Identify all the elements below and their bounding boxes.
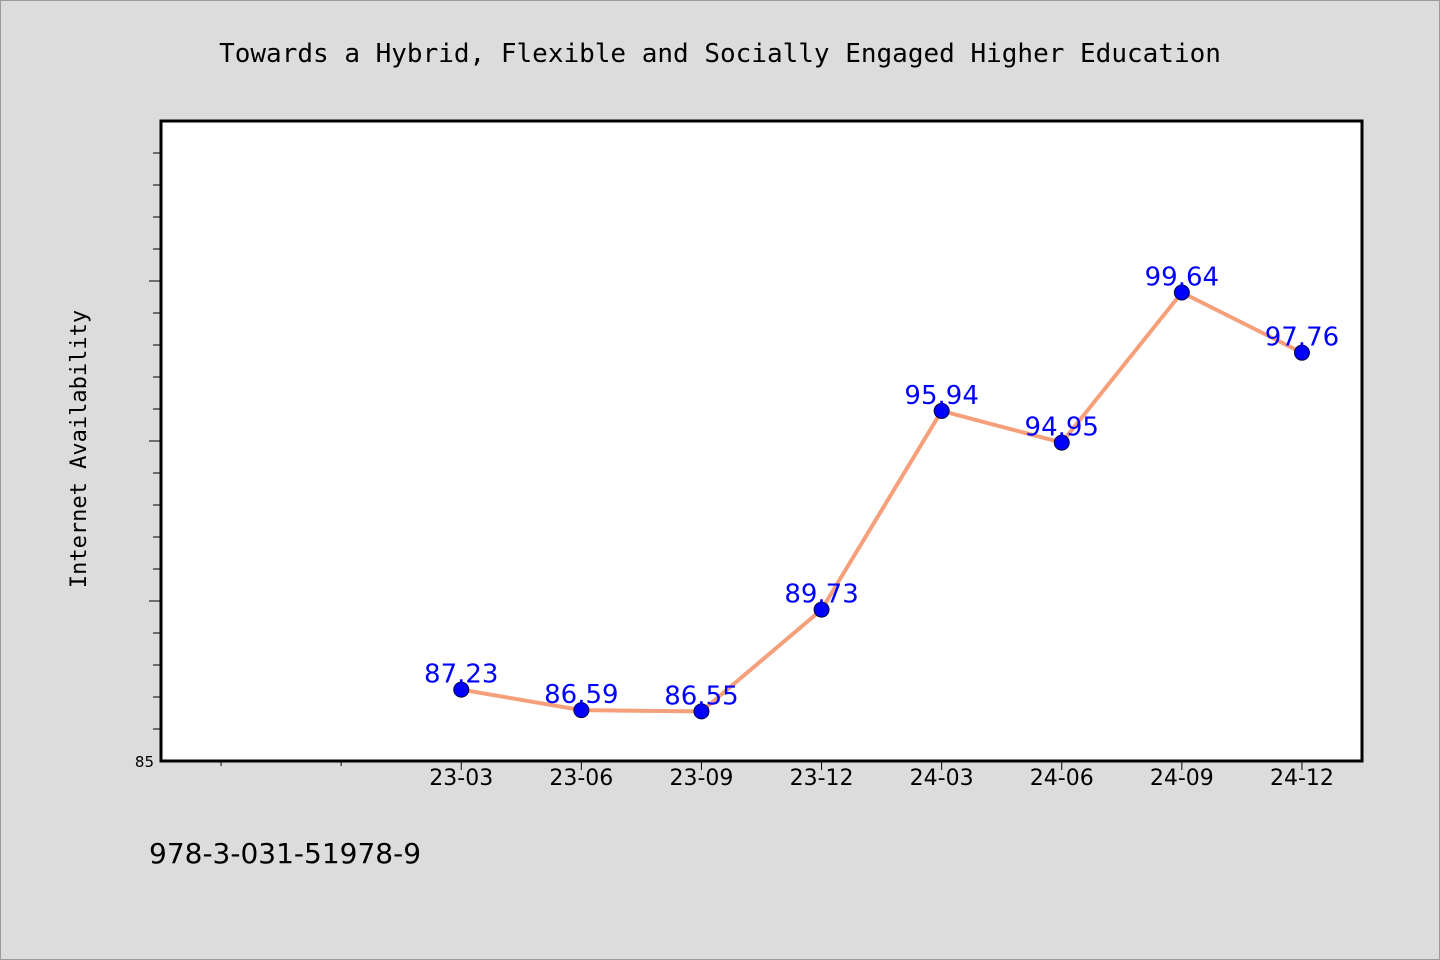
x-tick-label: 24-06 <box>1030 766 1094 791</box>
footer-isbn: 978-3-031-51978-9 <box>149 837 421 870</box>
series-line <box>460 290 1303 714</box>
data-label: 97.76 <box>1265 323 1339 353</box>
y-tick-label-min: 85 <box>135 753 154 771</box>
plot-area <box>159 119 1364 763</box>
data-point <box>573 702 590 719</box>
data-point <box>1293 344 1310 361</box>
data-point <box>693 703 710 720</box>
data-point <box>1173 284 1190 301</box>
x-tick-label: 24-12 <box>1270 766 1334 791</box>
data-point <box>1053 434 1070 451</box>
data-label: 89.73 <box>784 580 858 610</box>
series-line-layer <box>460 290 1303 714</box>
series-markers <box>453 284 1310 720</box>
y-axis-label: Internet Availability <box>67 310 92 588</box>
data-label: 87.23 <box>424 660 498 690</box>
data-label: 86.59 <box>544 680 618 710</box>
x-tick-label: 24-03 <box>910 766 974 791</box>
data-point <box>453 681 470 698</box>
x-tick-label: 23-03 <box>429 766 493 791</box>
x-tick-label: 23-12 <box>790 766 854 791</box>
data-label: 94.95 <box>1025 413 1099 443</box>
chart-title: Towards a Hybrid, Flexible and Socially … <box>219 39 1221 69</box>
y-axis-ticks <box>149 152 161 730</box>
x-tick-label: 23-09 <box>669 766 733 791</box>
data-point <box>813 601 830 618</box>
x-axis-ticks: 23-03 23-06 23-09 23-12 24-03 24-06 24-09 24-12 <box>220 761 1334 791</box>
data-labels: 87.23 86.59 86.55 89.73 95.94 94.95 99.64 97.76 <box>424 263 1339 712</box>
data-point <box>933 402 950 419</box>
data-label: 99.64 <box>1145 263 1219 293</box>
x-tick-label: 24-09 <box>1150 766 1214 791</box>
x-tick-label: 23-06 <box>549 766 613 791</box>
data-label: 95.94 <box>904 381 978 411</box>
data-label: 86.55 <box>664 681 738 711</box>
